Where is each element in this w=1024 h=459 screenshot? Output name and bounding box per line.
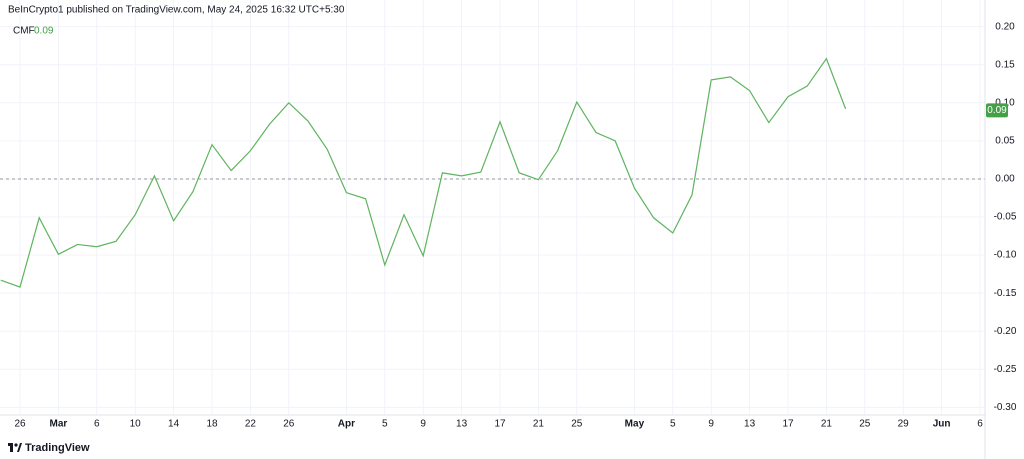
plot — [0, 0, 985, 415]
last-value-badge — [986, 103, 1008, 118]
x-tick-label: 21 — [533, 419, 545, 430]
y-tick-label: -0.30 — [994, 402, 1017, 413]
x-tick-label: Jun — [933, 419, 951, 430]
last-value-label: 0.09 — [987, 105, 1007, 116]
x-tick-label: 13 — [744, 419, 756, 430]
x-tick-label: 10 — [130, 419, 142, 430]
x-tick-label: 6 — [94, 419, 100, 430]
x-tick-label: 9 — [420, 419, 426, 430]
y-tick-label: -0.15 — [994, 288, 1017, 299]
branding: TradingView — [25, 442, 90, 454]
x-tick-label: 26 — [283, 419, 295, 430]
x-tick-label: 14 — [168, 419, 180, 430]
y-tick-label: 0.05 — [995, 136, 1015, 147]
legend-value: 0.09 — [34, 26, 54, 37]
y-tick-label: 0.10 — [995, 97, 1015, 108]
x-tick-label: 18 — [206, 419, 218, 430]
x-tick-label: Mar — [50, 419, 68, 430]
legend-name: CMF — [13, 26, 35, 37]
y-tick-label: 0.00 — [995, 174, 1015, 185]
x-tick-label: 9 — [708, 419, 714, 430]
x-tick-label: 25 — [571, 419, 583, 430]
x-tick-label: 21 — [821, 419, 833, 430]
x-tick-label: 29 — [898, 419, 910, 430]
x-tick-label: Apr — [338, 419, 355, 430]
y-tick-label: 0.15 — [995, 59, 1015, 70]
x-tick-label: 26 — [14, 419, 26, 430]
x-tick-label: 13 — [456, 419, 468, 430]
x-tick-label: 5 — [382, 419, 388, 430]
x-tick-label: 17 — [494, 419, 506, 430]
x-tick-label: 5 — [670, 419, 676, 430]
header: BeInCrypto1 published on TradingView.com… — [8, 5, 345, 16]
x-tick-label: 6 — [977, 419, 983, 430]
y-tick-label: -0.05 — [994, 212, 1017, 223]
y-tick-label: -0.10 — [994, 250, 1017, 261]
y-tick-label: 0.20 — [995, 21, 1015, 32]
tv-logo — [8, 443, 22, 452]
x-tick-label: 22 — [245, 419, 257, 430]
y-tick-label: -0.25 — [994, 364, 1017, 375]
x-tick-label: May — [625, 419, 645, 430]
x-tick-label: 25 — [859, 419, 871, 430]
x-tick-label: 17 — [782, 419, 794, 430]
y-tick-label: -0.20 — [994, 326, 1017, 337]
cmf-line — [0, 57, 847, 288]
